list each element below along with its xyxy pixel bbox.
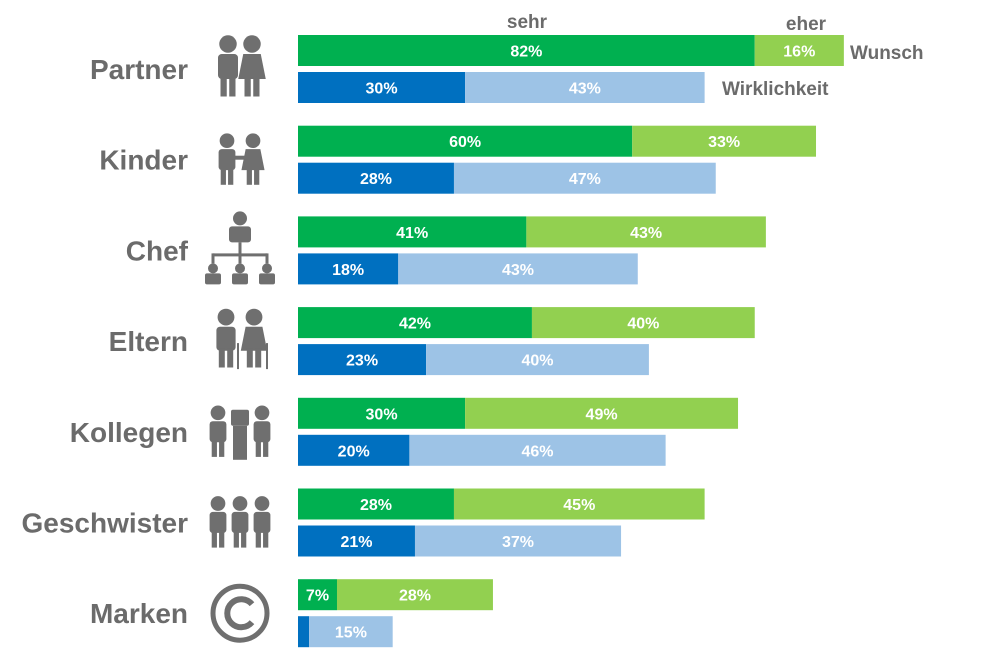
data-label-wunsch-sehr: 60% bbox=[449, 134, 481, 151]
bar-wunsch-eher bbox=[754, 35, 844, 66]
colleagues-icon bbox=[209, 405, 271, 460]
row-label-wunsch: Wunsch bbox=[850, 43, 924, 64]
data-label-wunsch-eher: 45% bbox=[563, 497, 595, 514]
data-label-wirklichkeit-eher: 43% bbox=[569, 81, 601, 98]
copyright-icon bbox=[210, 583, 270, 643]
data-label-wunsch-sehr: 28% bbox=[360, 497, 392, 514]
data-label-wunsch-eher: 40% bbox=[627, 316, 659, 333]
data-label-wirklichkeit-eher: 43% bbox=[502, 262, 534, 279]
data-label-wunsch-sehr: 82% bbox=[510, 44, 542, 61]
bar-wirklichkeit-eher bbox=[414, 525, 622, 557]
data-label-wirklichkeit-sehr: 28% bbox=[360, 171, 392, 188]
bar-wunsch-sehr bbox=[298, 216, 527, 248]
data-label-wirklichkeit-sehr: 21% bbox=[340, 534, 372, 551]
bar-wunsch-sehr bbox=[298, 307, 532, 339]
bar-wirklichkeit-sehr bbox=[298, 525, 415, 557]
bars-layer bbox=[298, 35, 844, 648]
bar-wunsch-eher bbox=[632, 125, 817, 157]
icons-layer bbox=[205, 35, 275, 643]
siblings-icon bbox=[209, 496, 271, 548]
data-label-wirklichkeit-eher: 37% bbox=[502, 534, 534, 551]
bar-wunsch-sehr bbox=[298, 125, 633, 157]
category-label: Chef bbox=[126, 235, 189, 266]
bar-wirklichkeit-eher bbox=[465, 72, 705, 103]
category-label: Kinder bbox=[99, 145, 188, 176]
data-label-wirklichkeit-sehr: 23% bbox=[346, 353, 378, 370]
data-label-wunsch-sehr: 42% bbox=[399, 316, 431, 333]
header-label-eher: eher bbox=[786, 14, 827, 35]
data-label-wirklichkeit-eher: 46% bbox=[521, 443, 553, 460]
bar-wirklichkeit-sehr bbox=[298, 162, 454, 194]
data-label-wunsch-sehr: 30% bbox=[366, 406, 398, 423]
bar-wirklichkeit-eher bbox=[426, 344, 649, 376]
data-label-wunsch-eher: 28% bbox=[399, 588, 431, 605]
bar-wunsch-eher bbox=[465, 397, 739, 429]
data-label-wunsch-eher: 43% bbox=[630, 225, 662, 242]
bar-wunsch-sehr bbox=[298, 579, 337, 611]
data-label-wirklichkeit-sehr: 18% bbox=[332, 262, 364, 279]
bar-wirklichkeit-sehr bbox=[298, 344, 427, 376]
bar-wirklichkeit-sehr bbox=[298, 253, 399, 285]
bar-wirklichkeit-sehr bbox=[298, 72, 466, 103]
bar-wirklichkeit-sehr bbox=[298, 616, 310, 648]
data-label-wirklichkeit-eher: 47% bbox=[569, 171, 601, 188]
data-label-wirklichkeit-eher: 40% bbox=[521, 353, 553, 370]
org-chart-icon bbox=[205, 211, 275, 285]
data-label-wirklichkeit-eher: 15% bbox=[335, 625, 367, 642]
row-label-wirklichkeit: Wirklichkeit bbox=[722, 79, 829, 100]
data-label-wunsch-sehr: 41% bbox=[396, 225, 428, 242]
elderly-couple-icon bbox=[216, 308, 268, 370]
bar-wirklichkeit-eher bbox=[409, 434, 666, 466]
bar-wunsch-sehr bbox=[298, 488, 454, 520]
category-label: Eltern bbox=[109, 326, 188, 357]
bar-wirklichkeit-eher bbox=[453, 162, 716, 194]
header-label-sehr: sehr bbox=[507, 12, 548, 33]
bar-wirklichkeit-eher bbox=[398, 253, 638, 285]
bar-wunsch-sehr bbox=[298, 397, 466, 429]
bar-wunsch-sehr bbox=[298, 35, 755, 66]
labels-layer: Partner 82% 16% 30% 43% Kinder 60% 33% 28% 47% Che… bbox=[21, 44, 815, 642]
children-icon bbox=[218, 133, 265, 185]
category-label: Marken bbox=[90, 598, 188, 629]
bar-wunsch-eher bbox=[531, 307, 755, 339]
couple-icon bbox=[218, 35, 266, 97]
bar-wunsch-eher bbox=[453, 488, 705, 520]
data-label-wirklichkeit-sehr: 20% bbox=[338, 443, 370, 460]
category-label: Kollegen bbox=[70, 417, 188, 448]
bar-wirklichkeit-eher bbox=[309, 616, 393, 648]
data-label-wunsch-eher: 33% bbox=[708, 134, 740, 151]
bar-wirklichkeit-sehr bbox=[298, 434, 410, 466]
bar-wunsch-eher bbox=[526, 216, 766, 248]
data-label-wunsch-sehr: 7% bbox=[306, 588, 329, 605]
data-label-wirklichkeit-sehr: 30% bbox=[366, 81, 398, 98]
category-label: Geschwister bbox=[21, 508, 188, 539]
data-label-wunsch-eher: 49% bbox=[586, 406, 618, 423]
bar-wunsch-eher bbox=[336, 579, 493, 611]
category-label: Partner bbox=[90, 54, 188, 85]
data-label-wunsch-eher: 16% bbox=[783, 44, 815, 61]
